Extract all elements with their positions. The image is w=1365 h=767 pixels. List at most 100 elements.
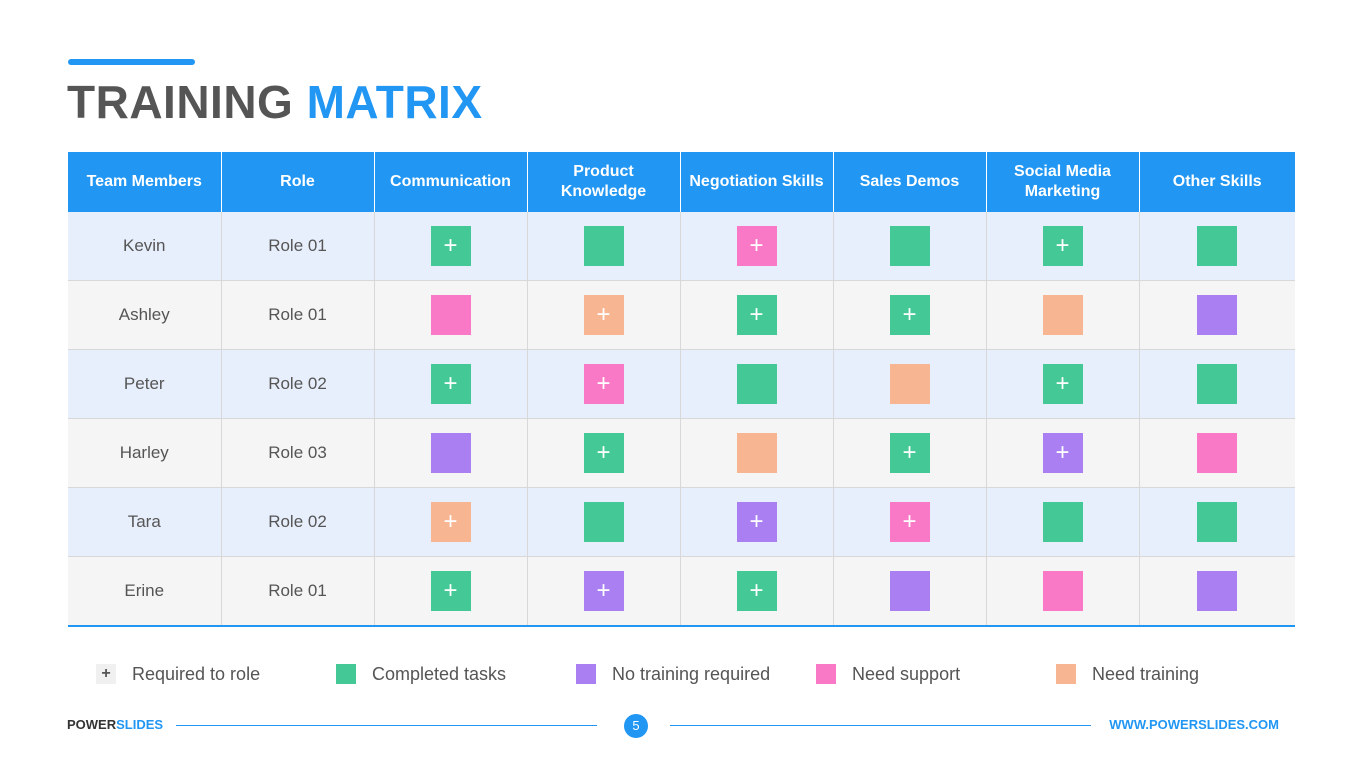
plus-icon: + <box>902 508 917 535</box>
legend-label: Required to role <box>132 663 261 684</box>
legend: + Required to role Completed tasks No train… <box>0 662 1365 686</box>
skill-cell: + <box>374 349 528 419</box>
status-square-no-training <box>430 433 471 473</box>
member-name: Harley <box>68 418 222 488</box>
skill-cell <box>1139 212 1295 281</box>
member-name: Kevin <box>68 212 222 281</box>
plus-icon: + <box>596 301 611 328</box>
status-square-no-training <box>1197 571 1238 611</box>
plus-icon: + <box>1055 370 1070 397</box>
footer-url[interactable]: WWW.POWERSLIDES.COM <box>1109 717 1279 732</box>
footer-brand-part-1: POWER <box>67 717 117 732</box>
column-header: Sales Demos <box>833 152 987 212</box>
plus-icon: + <box>596 577 611 604</box>
skill-cell <box>527 212 681 281</box>
table-row: Peter Role 02 + + + <box>68 349 1295 419</box>
status-square-completed: + <box>1042 226 1083 266</box>
skill-cell <box>680 349 834 419</box>
title-accent-bar <box>68 59 195 65</box>
status-square-completed: + <box>889 433 930 473</box>
column-header: Social Media Marketing <box>986 152 1140 212</box>
skill-cell: + <box>986 349 1140 419</box>
table-body: Kevin Role 01 + + + Ashley Role 01 + + + Peter Role… <box>68 212 1295 627</box>
plus-icon: + <box>902 301 917 328</box>
skill-cell <box>1139 487 1295 557</box>
status-square-need-support <box>1042 571 1083 611</box>
skill-cell <box>986 280 1140 350</box>
table-row: Tara Role 02 + + + <box>68 487 1295 557</box>
footer-divider-left <box>176 725 597 726</box>
table-row: Erine Role 01 + + + <box>68 556 1295 627</box>
skill-cell <box>1139 556 1295 627</box>
status-square-need-training <box>889 364 930 404</box>
member-role: Role 02 <box>221 349 375 419</box>
plus-icon: + <box>96 664 116 684</box>
status-square-no-training: + <box>583 571 624 611</box>
status-square-need-support: + <box>889 502 930 542</box>
skill-cell: + <box>527 280 681 350</box>
skill-cell <box>986 556 1140 627</box>
column-header: Role <box>221 152 375 212</box>
plus-icon: + <box>1055 439 1070 466</box>
skill-cell: + <box>374 212 528 281</box>
skill-cell: + <box>986 212 1140 281</box>
skill-cell <box>527 487 681 557</box>
table-row: Harley Role 03 + + + <box>68 418 1295 488</box>
status-square-need-support <box>1197 433 1238 473</box>
skill-cell <box>1139 349 1295 419</box>
status-square-completed: + <box>1042 364 1083 404</box>
member-role: Role 01 <box>221 556 375 627</box>
plus-icon: + <box>902 439 917 466</box>
plus-icon: + <box>749 232 764 259</box>
member-name: Ashley <box>68 280 222 350</box>
member-name: Tara <box>68 487 222 557</box>
skill-cell <box>833 349 987 419</box>
footer-brand: POWERSLIDES <box>67 717 163 732</box>
column-header: Product Knowledge <box>527 152 681 212</box>
legend-label: No training required <box>612 663 771 684</box>
column-header: Team Members <box>68 152 222 212</box>
footer-divider-right <box>670 725 1091 726</box>
status-square-completed: + <box>430 571 471 611</box>
skill-cell <box>680 418 834 488</box>
member-name: Erine <box>68 556 222 627</box>
skill-cell: + <box>527 349 681 419</box>
status-square-completed: + <box>430 364 471 404</box>
status-square-need-support: + <box>736 226 777 266</box>
legend-item-no-training: No training required <box>576 662 770 686</box>
skill-cell: + <box>833 418 987 488</box>
skill-cell: + <box>374 487 528 557</box>
status-square-completed: + <box>736 295 777 335</box>
plus-icon: + <box>443 508 458 535</box>
status-square-completed <box>889 226 930 266</box>
member-role: Role 02 <box>221 487 375 557</box>
table-header-row: Team Members Role Communication Product Kno… <box>68 152 1295 212</box>
footer-brand-part-2: SLIDES <box>116 717 164 732</box>
legend-item-need-support: Need support <box>816 662 960 686</box>
status-square-completed <box>583 502 624 542</box>
page-title: TRAINING MATRIX <box>67 74 483 130</box>
status-square-need-training <box>736 433 777 473</box>
skill-cell: + <box>680 556 834 627</box>
skill-cell: + <box>986 418 1140 488</box>
skill-cell <box>1139 418 1295 488</box>
legend-item-required: + Required to role <box>96 662 260 686</box>
status-square-completed: + <box>430 226 471 266</box>
member-role: Role 01 <box>221 212 375 281</box>
status-square-no-training <box>1197 295 1238 335</box>
training-matrix-table: Team Members Role Communication Product Kno… <box>68 152 1295 627</box>
skill-cell <box>833 556 987 627</box>
status-square-need-support <box>430 295 471 335</box>
table-row: Ashley Role 01 + + + <box>68 280 1295 350</box>
table-row: Kevin Role 01 + + + <box>68 212 1295 281</box>
status-square-completed: + <box>736 571 777 611</box>
status-square-completed: + <box>583 433 624 473</box>
title-part-1: TRAINING <box>67 76 294 128</box>
skill-cell <box>374 280 528 350</box>
status-square-completed <box>1197 502 1238 542</box>
skill-cell: + <box>833 487 987 557</box>
skill-cell <box>833 212 987 281</box>
member-name: Peter <box>68 349 222 419</box>
column-header: Negotiation Skills <box>680 152 834 212</box>
status-square-completed <box>583 226 624 266</box>
